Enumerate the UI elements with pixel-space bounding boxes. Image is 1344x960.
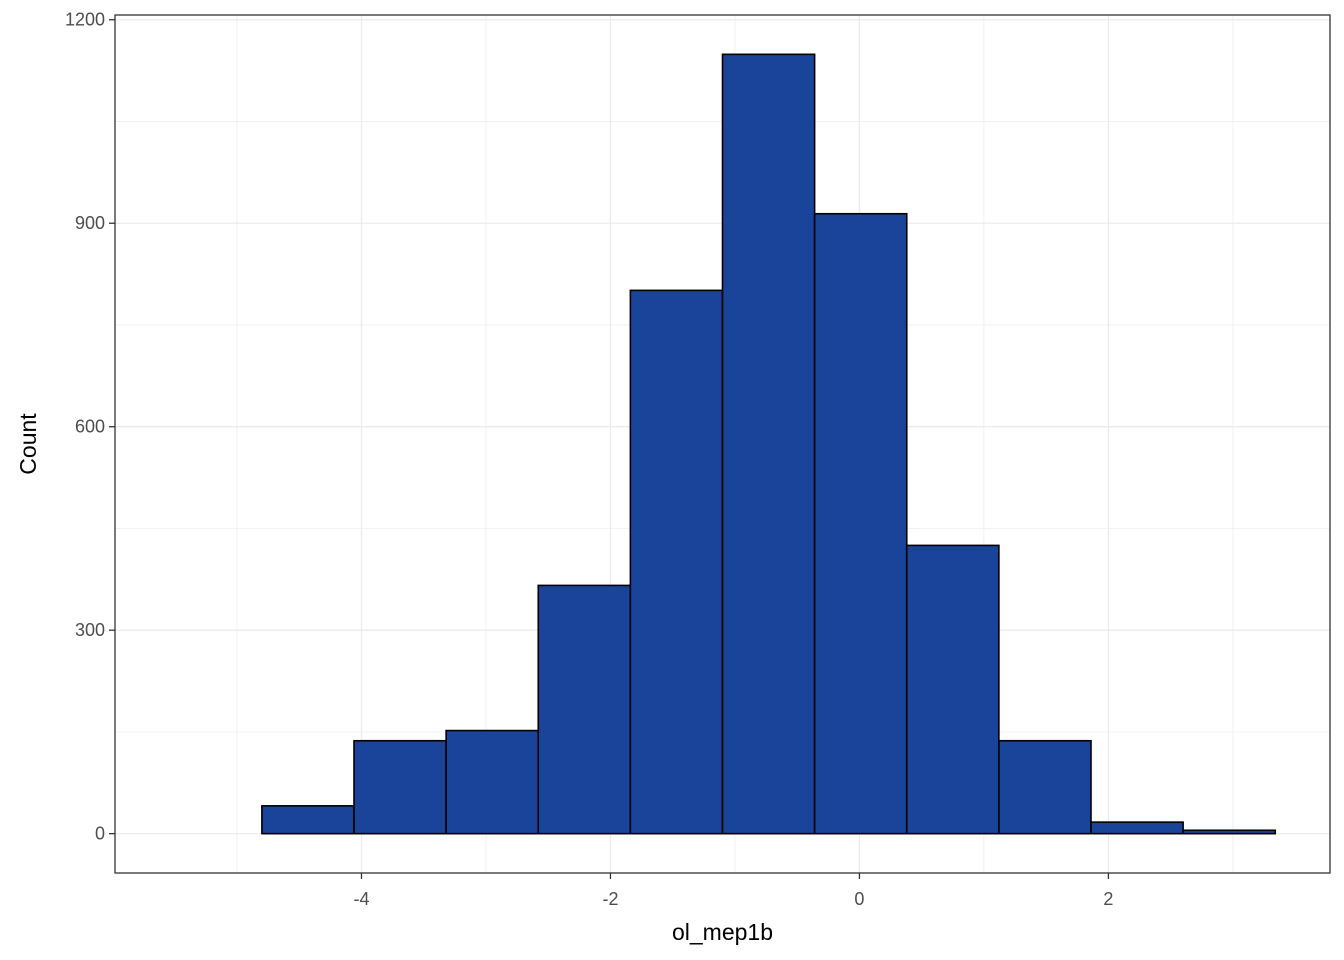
x-tick-label: -2	[602, 889, 618, 909]
y-tick-label: 900	[75, 213, 105, 233]
histogram-bar	[1090, 821, 1184, 835]
histogram-bar	[629, 289, 724, 835]
y-tick-label: 600	[75, 417, 105, 437]
tick-labels: -4 -2 0 2 0 300 600 900 1200	[65, 10, 1113, 909]
histogram-bars	[261, 53, 1277, 835]
y-axis-title: Count	[15, 413, 41, 475]
y-tick-label: 300	[75, 620, 105, 640]
histogram-bar	[998, 739, 1092, 835]
y-tick-label: 1200	[65, 10, 105, 30]
histogram-bar	[445, 729, 540, 835]
panel-border	[114, 14, 1331, 874]
histogram-bar	[721, 53, 816, 835]
x-tick-label: 0	[854, 889, 864, 909]
histogram-bar	[261, 805, 355, 835]
histogram-bar	[813, 212, 908, 835]
x-tick-label: -4	[353, 889, 369, 909]
x-axis-title: ol_mep1b	[672, 919, 773, 945]
axis-ticks	[109, 19, 1110, 879]
histogram-bar	[537, 584, 632, 835]
x-tick-label: 2	[1103, 889, 1113, 909]
histogram-bar	[353, 739, 447, 835]
histogram-bar	[1182, 829, 1277, 835]
histogram-bar	[905, 544, 1000, 835]
y-tick-label: 0	[95, 824, 105, 844]
